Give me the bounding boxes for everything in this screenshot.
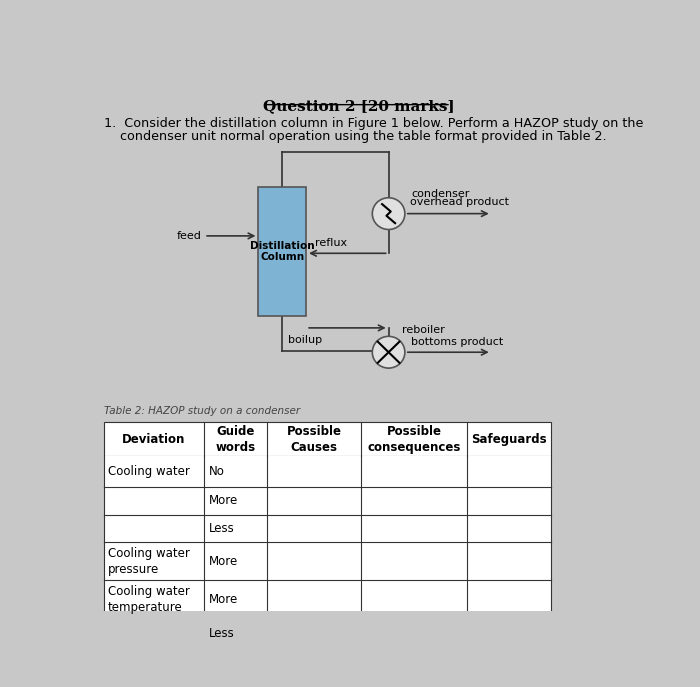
Text: reboiler: reboiler	[402, 326, 445, 335]
Text: Cooling water: Cooling water	[108, 465, 190, 478]
Text: reflux: reflux	[315, 238, 347, 248]
Bar	[104, 487, 552, 515]
Bar	[104, 618, 552, 649]
Circle shape	[372, 337, 405, 368]
Circle shape	[372, 198, 405, 229]
Text: More: More	[209, 554, 238, 567]
Text: Question 2 [20 marks]: Question 2 [20 marks]	[263, 100, 454, 113]
Text: No: No	[209, 465, 225, 478]
Text: More: More	[209, 495, 238, 508]
Bar	[258, 187, 306, 316]
Text: Guide
words: Guide words	[216, 425, 256, 453]
Text: Less: Less	[209, 627, 235, 640]
Bar	[104, 515, 552, 542]
Bar	[104, 456, 552, 487]
Text: More: More	[209, 593, 238, 606]
Bar	[104, 581, 552, 618]
Text: 1.  Consider the distillation column in Figure 1 below. Perform a HAZOP study on: 1. Consider the distillation column in F…	[104, 117, 643, 130]
Text: boilup: boilup	[288, 335, 322, 346]
Bar	[104, 542, 552, 581]
Text: Deviation: Deviation	[122, 433, 186, 446]
Text: condenser: condenser	[412, 189, 470, 199]
Text: Possible
Causes: Possible Causes	[286, 425, 342, 453]
Text: bottoms product: bottoms product	[412, 337, 503, 347]
Text: Less: Less	[209, 522, 235, 535]
Text: condenser unit normal operation using the table format provided in Table 2.: condenser unit normal operation using th…	[104, 130, 606, 143]
Bar	[104, 422, 552, 456]
Text: Table 2: HAZOP study on a condenser: Table 2: HAZOP study on a condenser	[104, 406, 300, 416]
Text: feed: feed	[176, 231, 202, 241]
Text: Distillation
Column: Distillation Column	[250, 240, 314, 262]
Text: Possible
consequences: Possible consequences	[368, 425, 461, 453]
Text: Cooling water
pressure: Cooling water pressure	[108, 547, 190, 576]
Text: Cooling water
temperature: Cooling water temperature	[108, 585, 190, 613]
Text: overhead product: overhead product	[410, 197, 510, 207]
Text: Safeguards: Safeguards	[472, 433, 547, 446]
